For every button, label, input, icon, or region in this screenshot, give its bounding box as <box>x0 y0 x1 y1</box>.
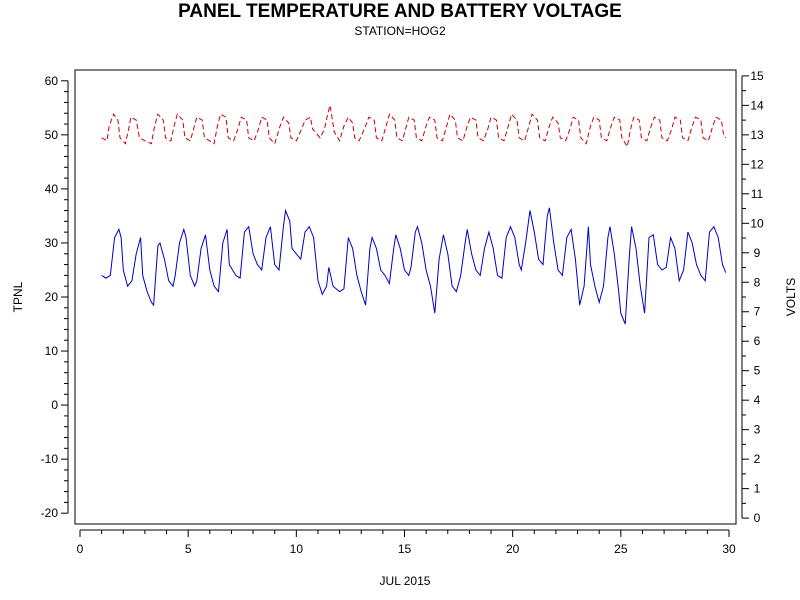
y-right-tick-label: 1 <box>754 482 761 496</box>
x-tick-label: 10 <box>290 542 304 556</box>
y-right-tick-label: 13 <box>750 128 764 142</box>
y-right-tick-label: 0 <box>754 511 761 525</box>
x-tick-label: 25 <box>614 542 628 556</box>
y-left-tick-label: 60 <box>45 74 59 88</box>
y-left-tick-label: 40 <box>45 182 59 196</box>
y-axis-right-label: VOLTS <box>784 278 798 316</box>
y-right-tick-label: 11 <box>751 187 764 201</box>
battery-voltage-line <box>101 105 727 148</box>
y-right-tick-label: 15 <box>750 69 764 83</box>
y-right-tick-label: 10 <box>750 216 764 230</box>
y-left-tick-label: 20 <box>45 290 59 304</box>
y-left-tick-label: 30 <box>45 236 59 250</box>
x-tick-label: 0 <box>77 542 84 556</box>
y-right-tick-label: 8 <box>754 275 761 289</box>
panel-temperature-line <box>101 207 727 325</box>
left-axis: -20 -10 0 10 20 30 40 50 60 <box>41 74 69 520</box>
x-axis-label: JUL 2015 <box>380 574 431 588</box>
y-right-tick-label: 4 <box>754 393 761 407</box>
y-right-tick-label: 5 <box>754 364 761 378</box>
y-left-tick-label: -20 <box>41 506 59 520</box>
series-layer <box>101 105 727 325</box>
x-tick-label: 30 <box>722 542 736 556</box>
chart-subtitle: STATION=HOG2 <box>354 24 446 38</box>
y-right-tick-label: 12 <box>750 157 764 171</box>
y-left-tick-label: 10 <box>45 344 59 358</box>
y-right-tick-label: 7 <box>754 305 761 319</box>
plot-frame <box>74 69 737 525</box>
y-right-tick-label: 9 <box>754 246 761 260</box>
y-left-tick-label: -10 <box>41 452 59 466</box>
x-tick-label: 15 <box>398 542 412 556</box>
y-axis-left-label: TPNL <box>11 281 25 312</box>
x-tick-label: 5 <box>185 542 192 556</box>
x-tick-label: 20 <box>506 542 520 556</box>
y-right-tick-label: 14 <box>750 98 764 112</box>
y-right-tick-label: 6 <box>754 334 761 348</box>
x-axis: 0 5 10 15 20 25 30 <box>77 529 736 556</box>
y-left-tick-label: 50 <box>45 128 59 142</box>
y-left-tick-label: 0 <box>51 398 58 412</box>
chart-title: PANEL TEMPERATURE AND BATTERY VOLTAGE <box>178 1 622 22</box>
y-right-tick-label: 3 <box>754 423 761 437</box>
y-right-tick-label: 2 <box>754 452 761 466</box>
